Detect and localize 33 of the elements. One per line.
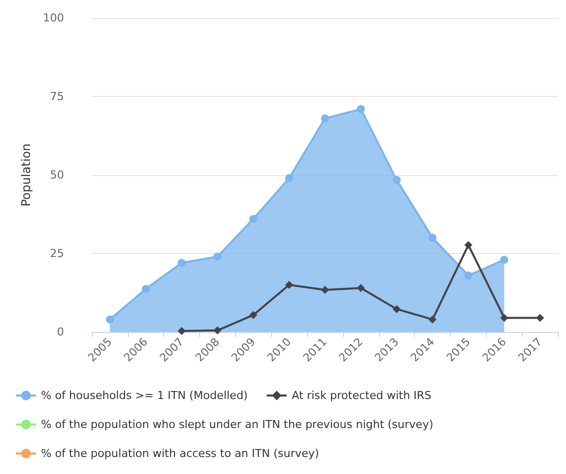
legend-label: % of the population who slept under an ITN the previous night (survey) xyxy=(41,418,434,431)
point xyxy=(285,174,294,182)
legend-label: % of the population with access to an ITN (survey) xyxy=(41,447,320,460)
y-tick-label: 100 xyxy=(43,12,64,24)
point xyxy=(285,280,294,289)
y-tick-label: 0 xyxy=(57,326,64,338)
point xyxy=(536,314,544,322)
legend-label: At risk protected with IRS xyxy=(292,389,432,402)
point xyxy=(500,314,508,322)
point xyxy=(356,105,365,114)
point xyxy=(392,176,401,184)
y-tick-label: 75 xyxy=(50,90,64,103)
y-tick-label: 50 xyxy=(50,168,64,182)
point xyxy=(249,214,258,223)
point xyxy=(428,234,437,242)
point xyxy=(464,241,472,250)
y-axis-title: Population xyxy=(19,143,34,207)
point xyxy=(249,311,258,320)
point xyxy=(178,327,186,336)
point xyxy=(321,114,329,122)
y-tick-label: 25 xyxy=(50,247,64,260)
point xyxy=(392,305,401,314)
point xyxy=(213,326,222,334)
point xyxy=(178,258,186,267)
point xyxy=(464,271,472,280)
point xyxy=(142,284,150,293)
point xyxy=(106,315,114,324)
point xyxy=(428,315,437,324)
point xyxy=(213,252,222,261)
point xyxy=(356,284,365,292)
legend-label: % of households >= 1 ITN (Modelled) xyxy=(41,389,248,402)
point xyxy=(321,286,329,294)
point xyxy=(500,256,508,264)
